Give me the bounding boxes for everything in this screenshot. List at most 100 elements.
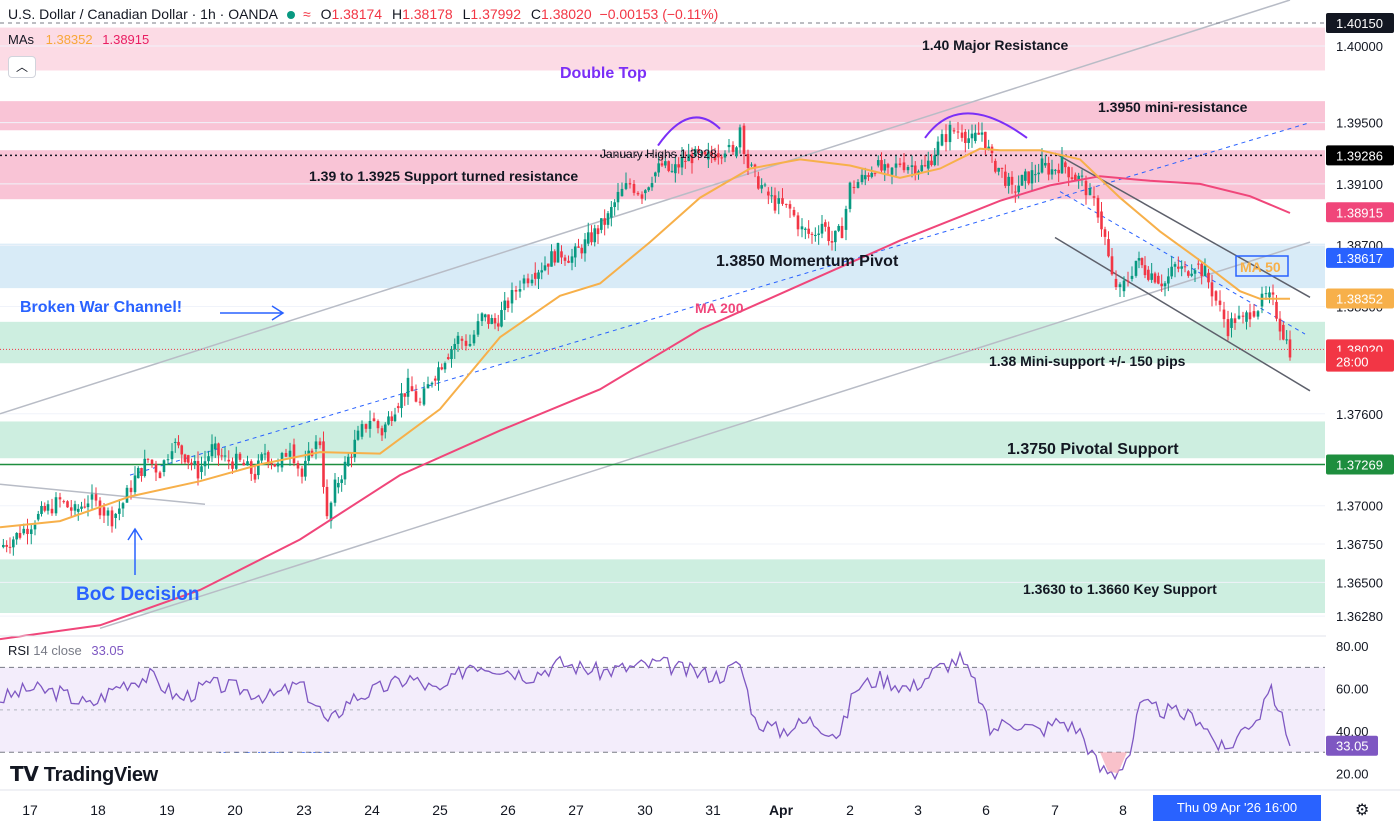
candle-down	[180, 445, 184, 455]
candle-up	[987, 146, 990, 149]
candle-up	[556, 242, 560, 263]
candle-up	[1237, 315, 1241, 319]
rsi-legend[interactable]: RSI 14 close 33.05	[8, 643, 124, 658]
candle-up	[723, 153, 727, 158]
price-tag-label: 1.38352	[1336, 292, 1383, 307]
ma-legend[interactable]: MAs 1.38352 1.38915	[8, 32, 149, 47]
arrow-right-icon	[220, 305, 285, 321]
candle-down	[26, 528, 29, 535]
candle-up	[1130, 275, 1134, 279]
candle-up	[700, 151, 704, 154]
brand-name: TradingView	[43, 764, 158, 786]
candle-up	[118, 508, 121, 514]
candle-down	[1177, 266, 1180, 269]
candle-up	[926, 160, 930, 169]
x-tick-label: 6	[982, 802, 990, 818]
candle-up	[970, 133, 974, 139]
candle-down	[487, 314, 490, 324]
y-tick-label: 1.40000	[1336, 39, 1383, 54]
candle-up	[936, 141, 940, 156]
candle-down	[1107, 239, 1110, 257]
candle-down	[350, 456, 353, 458]
candle-up	[1230, 318, 1233, 328]
candle-up	[834, 230, 837, 243]
indicator-toggle-icon[interactable]: ≈	[303, 6, 311, 22]
candle-up	[106, 510, 110, 516]
candle-down	[773, 195, 777, 211]
candle-up	[1137, 258, 1141, 261]
candle-down	[781, 198, 784, 204]
candle-down	[640, 194, 644, 199]
candle-up	[674, 164, 677, 174]
ma50-value: 1.38352	[45, 32, 93, 47]
candle-down	[567, 260, 570, 263]
candle-down	[1157, 275, 1160, 284]
candle-up	[133, 475, 137, 493]
collapse-legend-button[interactable]: ︿	[8, 56, 36, 78]
candle-down	[713, 155, 717, 161]
candle-down	[753, 164, 757, 169]
candle-down	[284, 453, 288, 457]
y-tick-label: 1.36750	[1336, 537, 1383, 552]
candle-up	[510, 289, 514, 304]
candle-down	[196, 460, 200, 479]
candle-up	[760, 185, 763, 189]
price-tag-label: 1.37269	[1336, 458, 1383, 473]
x-tick-label: 17	[22, 802, 38, 818]
candle-down	[746, 153, 750, 168]
x-tick-label: 25	[432, 802, 448, 818]
zone-label-2: 1.39 to 1.3925 Support turned resistance	[309, 168, 578, 184]
candle-down	[273, 463, 277, 467]
price-tag-label: 1.40150	[1336, 16, 1383, 31]
high-label: H	[391, 6, 403, 22]
zone-label-0: 1.40 Major Resistance	[922, 37, 1069, 53]
candle-up	[76, 508, 80, 512]
symbol-title[interactable]: U.S. Dollar / Canadian Dollar · 1h · OAN…	[8, 6, 278, 22]
boc-support-line	[0, 483, 206, 505]
gear-icon[interactable]: ⚙	[1355, 802, 1370, 819]
candle-down	[1207, 272, 1210, 283]
zone-label-3: 1.3850 Momentum Pivot	[716, 253, 899, 270]
channel-lower-line	[99, 241, 1311, 630]
candle-down	[1288, 339, 1292, 358]
candle-up	[260, 454, 263, 461]
candle-down	[977, 132, 980, 135]
candle-up	[1017, 185, 1020, 193]
candle-up	[1163, 283, 1167, 287]
candle-down	[1014, 191, 1017, 193]
candle-up	[125, 487, 129, 503]
candle-up	[314, 441, 318, 450]
candle-down	[325, 486, 329, 517]
candle-down	[767, 191, 770, 196]
dashed-trend-line	[129, 122, 1311, 476]
candle-up	[2, 544, 5, 548]
candle-up	[940, 134, 944, 146]
candle-up	[200, 466, 203, 473]
boc-decision-label: BoC Decision	[76, 584, 200, 605]
candle-down	[902, 162, 906, 171]
candle-down	[410, 386, 414, 392]
candle-up	[483, 314, 487, 318]
ma50-line	[0, 147, 1290, 529]
candle-up	[1268, 292, 1271, 298]
candle-down	[496, 323, 500, 327]
candle-up	[1264, 293, 1268, 295]
candle-up	[15, 532, 18, 540]
change-value: −0.00153 (−0.11%)	[599, 6, 719, 22]
candle-down	[824, 222, 827, 227]
candle-up	[570, 256, 574, 263]
candle-down	[1092, 196, 1096, 198]
candle-down	[873, 173, 877, 175]
candle-down	[560, 251, 563, 258]
candle-down	[830, 241, 834, 243]
candle-down	[190, 462, 193, 465]
channel-upper-line	[0, 0, 1291, 415]
candle-down	[1282, 324, 1285, 340]
zone-6	[0, 559, 1325, 614]
candle-up	[22, 528, 26, 534]
candle-down	[433, 378, 437, 381]
candle-down	[154, 464, 158, 473]
candle-up	[246, 461, 249, 466]
candle-up	[114, 513, 117, 518]
